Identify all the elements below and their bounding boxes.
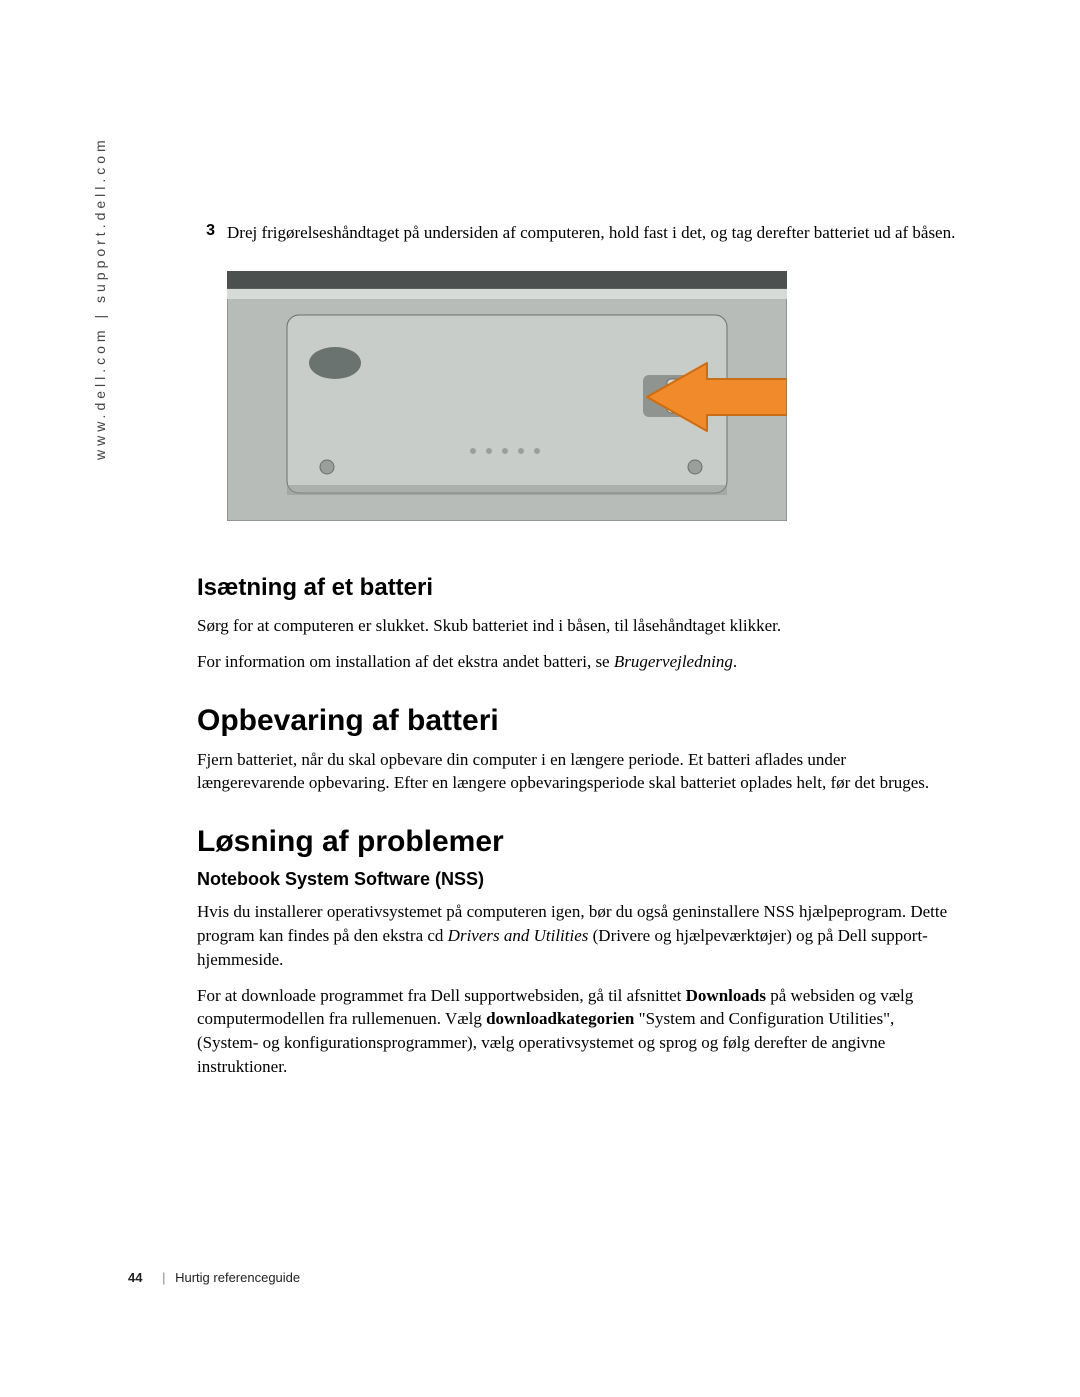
insert-p2-b: . <box>733 652 737 671</box>
page-content: 3 Drej frigørelseshåndtaget på underside… <box>197 222 957 1091</box>
side-url-label: www.dell.com | support.dell.com <box>92 136 108 460</box>
heading-insert-battery: Isætning af et batteri <box>197 574 957 602</box>
heading-nss: Notebook System Software (NSS) <box>197 869 957 890</box>
solve-p2: For at downloade programmet fra Dell sup… <box>197 984 957 1079</box>
insert-p2: For information om installation af det e… <box>197 650 957 674</box>
battery-removal-figure <box>227 271 957 526</box>
heading-solve-problems: Løsning af problemer <box>197 825 957 859</box>
insert-p2-italic: Brugervejledning <box>614 652 733 671</box>
solve-p1-italic: Drivers and Utilities <box>448 926 589 945</box>
solve-p2-bold2: downloadkategorien <box>486 1009 634 1028</box>
solve-p2-a: For at downloade programmet fra Dell sup… <box>197 986 686 1005</box>
insert-p2-a: For information om installation af det e… <box>197 652 614 671</box>
heading-store-battery: Opbevaring af batteri <box>197 704 957 738</box>
step-number: 3 <box>197 222 227 245</box>
footer-doc-title: Hurtig referenceguide <box>175 1270 300 1285</box>
store-p1: Fjern batteriet, når du skal opbevare di… <box>197 748 957 796</box>
step-3: 3 Drej frigørelseshåndtaget på underside… <box>197 222 957 245</box>
solve-p2-bold1: Downloads <box>686 986 766 1005</box>
page-footer: 44 | Hurtig referenceguide <box>128 1270 300 1285</box>
page-number: 44 <box>128 1270 142 1285</box>
footer-separator: | <box>162 1270 165 1285</box>
insert-p1: Sørg for at computeren er slukket. Skub … <box>197 614 957 638</box>
step-text: Drej frigørelseshåndtaget på undersiden … <box>227 222 955 245</box>
solve-p1: Hvis du installerer operativsystemet på … <box>197 900 957 971</box>
